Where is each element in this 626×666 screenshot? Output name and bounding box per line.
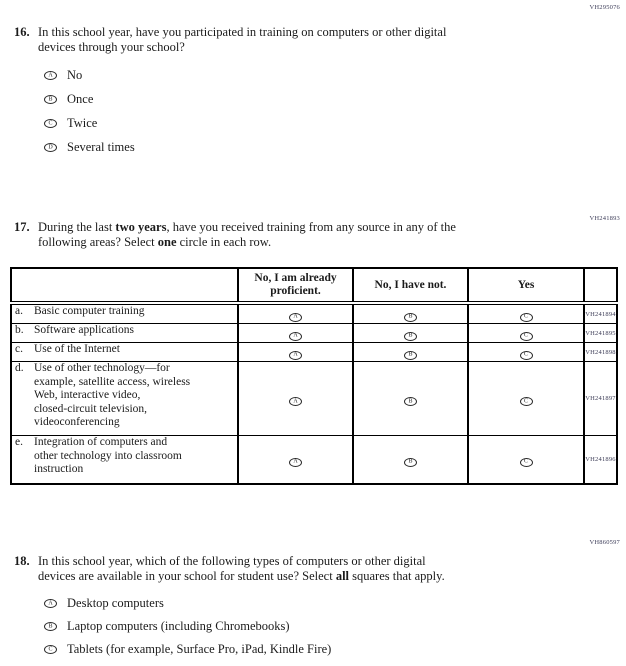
option-desktop-computers[interactable]: A Desktop computers [44,596,582,610]
row-letter: a. [15,305,23,317]
q17-response-grid-wrap: No, I am already proficient. No, I have … [10,267,618,485]
row-code: VH241896 [583,435,618,484]
option-label: Once [67,92,94,106]
option-no[interactable]: A No [44,68,574,82]
question-16-text: In this school year, have you participat… [38,25,447,54]
answer-bubble-c-icon[interactable]: C [519,457,533,467]
col-header-code [583,267,618,305]
row-code: VH241898 [583,342,618,362]
question-18: 18. In this school year, which of the fo… [14,554,582,666]
table-row-basic-computer-training: a. Basic computer training A B C VH241894 [10,302,618,324]
answer-bubble-b-icon[interactable]: B [404,397,417,406]
answer-bubble-a-icon[interactable]: A [44,71,57,80]
answer-bubble-a-icon[interactable]: A [289,397,302,406]
table-row-integration-of-computers: e. Integration of computers and other tec… [10,435,618,484]
answer-bubble-d-icon[interactable]: D [44,143,57,152]
option-several-times[interactable]: D Several times [44,140,574,154]
option-twice[interactable]: C Twice [44,116,574,130]
answer-bubble-b-icon[interactable]: B [404,457,417,467]
answer-bubble-a-icon[interactable]: A [289,331,302,341]
answer-bubble-b-icon[interactable]: B [404,312,417,322]
col-header-have-not: No, I have not. [352,267,469,305]
option-laptop-computers[interactable]: B Laptop computers (including Chromebook… [44,619,582,633]
row-label: Integration of computers and other techn… [34,436,182,475]
row-label: Basic computer training [34,305,145,317]
item-code-q17: VH241893 [589,215,620,222]
row-code: VH241894 [583,302,618,324]
row-label: Software applications [34,324,134,336]
answer-bubble-a-icon[interactable]: A [289,312,302,322]
grid-header-row: No, I am already proficient. No, I have … [10,267,618,305]
question-17-text: During the last two years, have you rece… [38,220,456,249]
question-17: 17. During the last two years, have you … [14,220,574,250]
answer-bubble-c-icon[interactable]: C [519,397,533,406]
table-row-use-of-other-technology: d. Use of other technology—for example, s… [10,361,618,436]
answer-bubble-a-icon[interactable]: A [289,457,302,467]
option-label: Laptop computers (including Chromebooks) [67,619,290,633]
item-code-q18: VH860597 [589,539,620,546]
option-label: Desktop computers [67,596,164,610]
col-header-yes: Yes [467,267,585,305]
table-row-use-of-internet: c. Use of the Internet A B C VH241898 [10,342,618,362]
question-16: 16. In this school year, have you partic… [14,25,574,165]
answer-bubble-a-icon[interactable]: A [289,350,302,360]
item-code-q16: VH295076 [589,4,620,11]
row-code: VH241895 [583,323,618,343]
q17-response-grid: No, I am already proficient. No, I have … [10,267,618,485]
question-18-text: In this school year, which of the follow… [38,554,445,583]
option-label: Twice [67,116,98,130]
question-17-number: 17. [14,220,30,234]
option-once[interactable]: B Once [44,92,574,106]
option-label: Several times [67,140,135,154]
answer-bubble-b-icon[interactable]: B [404,350,417,360]
option-label: Tablets (for example, Surface Pro, iPad,… [67,642,332,656]
row-label: Use of other technology—for example, sat… [34,362,191,428]
row-letter: e. [15,436,23,448]
answer-bubble-c-icon[interactable]: C [519,312,533,322]
answer-bubble-a-icon[interactable]: A [44,599,57,608]
answer-bubble-b-icon[interactable]: B [44,622,57,631]
row-label: Use of the Internet [34,343,120,355]
row-letter: c. [15,343,23,355]
answer-bubble-c-icon[interactable]: C [519,331,533,341]
col-header-already-proficient: No, I am already proficient. [237,267,354,305]
row-letter: b. [15,324,24,336]
answer-bubble-c-icon[interactable]: C [44,119,57,128]
row-code: VH241897 [583,361,618,436]
answer-bubble-c-icon[interactable]: C [519,350,533,360]
option-label: No [67,68,83,82]
answer-bubble-c-icon[interactable]: C [44,645,57,654]
table-row-software-applications: b. Software applications A B C VH241895 [10,323,618,343]
question-18-number: 18. [14,554,30,568]
question-18-options: A Desktop computers B Laptop computers (… [44,596,582,656]
question-16-number: 16. [14,25,30,39]
answer-bubble-b-icon[interactable]: B [404,331,417,341]
option-tablets[interactable]: C Tablets (for example, Surface Pro, iPa… [44,642,582,656]
col-header-blank [10,267,239,305]
answer-bubble-b-icon[interactable]: B [44,95,57,104]
row-letter: d. [15,362,24,374]
question-16-options: A No B Once C Twice D Several times [44,68,574,154]
